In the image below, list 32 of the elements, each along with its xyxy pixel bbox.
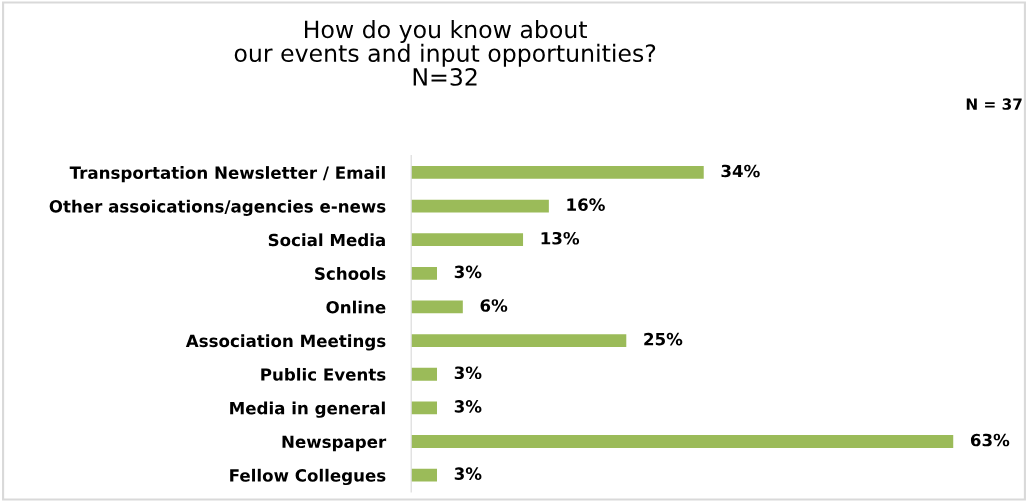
data-label: 6% <box>480 299 508 312</box>
bar <box>411 367 438 381</box>
y-tick-label: Online <box>326 300 386 314</box>
data-label: 13% <box>541 231 580 245</box>
bar <box>411 401 438 415</box>
data-label: 25% <box>644 332 683 346</box>
y-tick-label: Fellow Collegues <box>230 468 386 486</box>
data-label: 3% <box>454 265 482 279</box>
bar <box>411 233 524 247</box>
chart-title: How do you know about our events and input opportunities? N=32 <box>234 20 656 86</box>
y-tick-label: Association Meetings <box>185 334 386 351</box>
data-label: 3% <box>454 467 482 480</box>
bar <box>411 266 438 280</box>
y-tick-label: Other assoications/agencies e-news <box>49 199 386 216</box>
text: N = 37 <box>966 98 1022 110</box>
y-tick-label: Media in general <box>230 401 385 418</box>
data-label: 3% <box>454 400 482 413</box>
data-label: 16% <box>567 198 605 211</box>
bar <box>411 334 627 347</box>
bar <box>411 468 438 482</box>
y-tick-label: Newspaper <box>282 435 387 452</box>
y-tick-label: Schools <box>315 267 386 280</box>
bar <box>411 435 954 448</box>
bar <box>411 300 463 314</box>
data-label: 34% <box>721 164 760 178</box>
bar <box>411 166 704 179</box>
bar <box>411 199 549 213</box>
data-label: 3% <box>454 366 482 380</box>
y-tick-label: Public Events <box>261 367 386 381</box>
y-tick-label: Social Media <box>268 233 385 247</box>
data-label: 63% <box>970 433 1010 447</box>
y-tick-label: Transportation Newsletter / Email <box>69 166 385 183</box>
